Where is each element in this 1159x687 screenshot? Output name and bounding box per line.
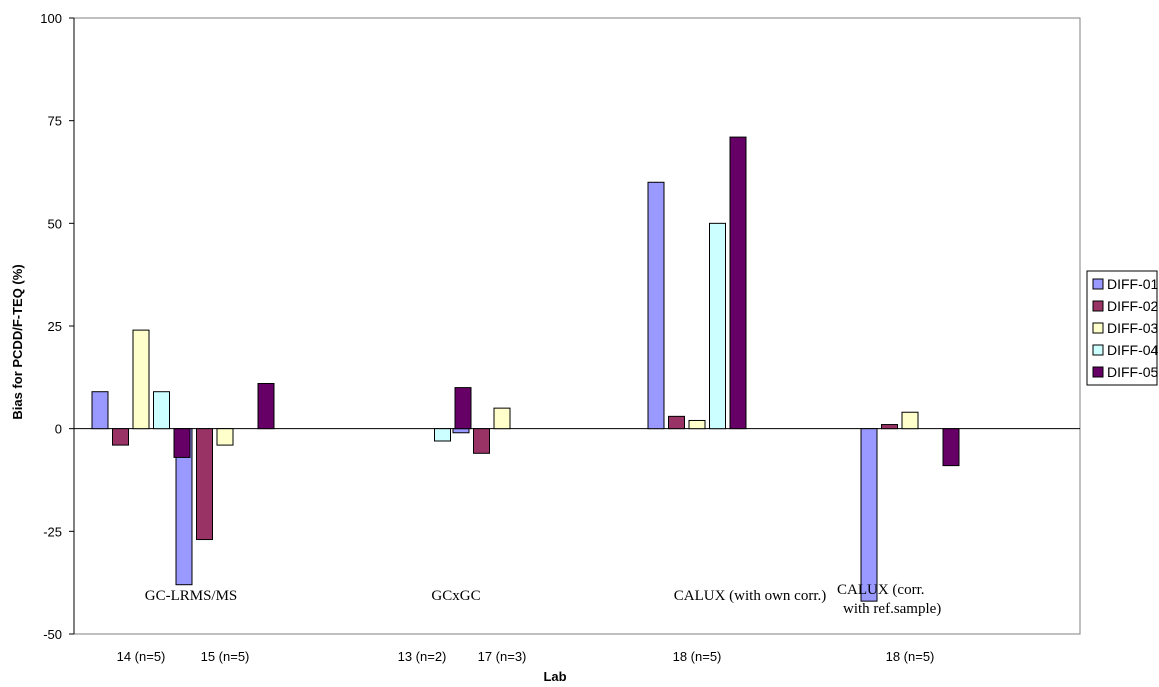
- x-tick-labels: 14 (n=5) 15 (n=5) 13 (n=2) 17 (n=3) 18 (n=5)…: [117, 649, 935, 664]
- legend-label: DIFF-04: [1107, 342, 1159, 358]
- legend-swatch: [1092, 366, 1104, 378]
- bar-diff-02-cat-4: [668, 415, 685, 430]
- x-tick-label: 15 (n=5): [201, 649, 250, 664]
- bar-diff-05-cat-0: [173, 428, 191, 458]
- x-tick-label: 17 (n=3): [478, 649, 527, 664]
- y-tick-label: -25: [43, 524, 62, 539]
- y-axis: 100 75 50 25 0 -25 -50: [40, 11, 75, 642]
- bar-diff-02-cat-3: [473, 428, 490, 454]
- bar-diff-03-cat-3: [493, 407, 511, 430]
- group-labels: GC-LRMS/MS GCxGC CALUX (with own corr.) CAL…: [145, 582, 942, 617]
- bar-diff-05-cat-1: [257, 382, 275, 430]
- plot-border: [73, 17, 1081, 635]
- bar-diff-01-cat-0: [91, 391, 109, 430]
- bar-diff-05-cat-2: [454, 387, 472, 430]
- y-tick-label: 25: [48, 319, 62, 334]
- bar-diff-03-cat-1: [216, 428, 234, 446]
- x-axis-title: Lab: [543, 669, 566, 684]
- group-label: GCxGC: [431, 588, 480, 604]
- group-label: CALUX (with own corr.): [674, 588, 826, 604]
- group-label: GC-LRMS/MS: [145, 588, 238, 604]
- bar-diff-01-cat-5: [860, 428, 878, 602]
- bar-diff-01-cat-3: [452, 428, 470, 434]
- y-tick-label: -50: [43, 627, 62, 642]
- legend-swatch: [1092, 278, 1104, 290]
- y-tick-label: 100: [40, 11, 62, 26]
- bar-diff-05-cat-4: [729, 136, 747, 430]
- x-tick-label: 18 (n=5): [673, 649, 722, 664]
- legend: DIFF-01 DIFF-02 DIFF-03 DIFF-04 DIFF-05: [1086, 270, 1159, 386]
- bar-diff-03-cat-4: [688, 419, 706, 430]
- group-label-line: with ref.sample): [843, 601, 941, 617]
- bar-diff-02-cat-1: [196, 428, 213, 541]
- bar-diff-01-cat-4: [647, 181, 665, 430]
- bars: [91, 136, 960, 602]
- x-tick-label: 13 (n=2): [398, 649, 447, 664]
- legend-swatch: [1092, 322, 1104, 334]
- bar-diff-05-cat-5: [942, 428, 960, 467]
- legend-label: DIFF-05: [1107, 364, 1159, 380]
- legend-label: DIFF-02: [1107, 298, 1159, 314]
- plot-area: [73, 17, 1081, 635]
- x-tick-label: 14 (n=5): [117, 649, 166, 664]
- y-tick-label: 50: [48, 216, 62, 231]
- bar-diff-04-cat-0: [153, 391, 170, 430]
- bar-diff-03-cat-5: [901, 411, 919, 430]
- legend-swatch: [1092, 300, 1104, 312]
- legend-label: DIFF-01: [1107, 276, 1159, 292]
- legend-label: DIFF-03: [1107, 320, 1159, 336]
- y-tick-label: 0: [55, 422, 62, 437]
- bar-diff-02-cat-0: [112, 428, 129, 446]
- bar-diff-02-cat-5: [881, 424, 898, 430]
- y-axis-title: Bias for PCDD/F-TEQ (%): [10, 264, 25, 419]
- bar-diff-04-cat-4: [709, 222, 726, 430]
- bar-diff-04-cat-2: [434, 428, 451, 442]
- group-label-line: CALUX (corr.: [837, 582, 924, 598]
- y-tick-label: 75: [48, 114, 62, 129]
- bar-diff-03-cat-0: [132, 329, 150, 430]
- legend-swatch: [1092, 344, 1104, 356]
- x-tick-label: 18 (n=5): [886, 649, 935, 664]
